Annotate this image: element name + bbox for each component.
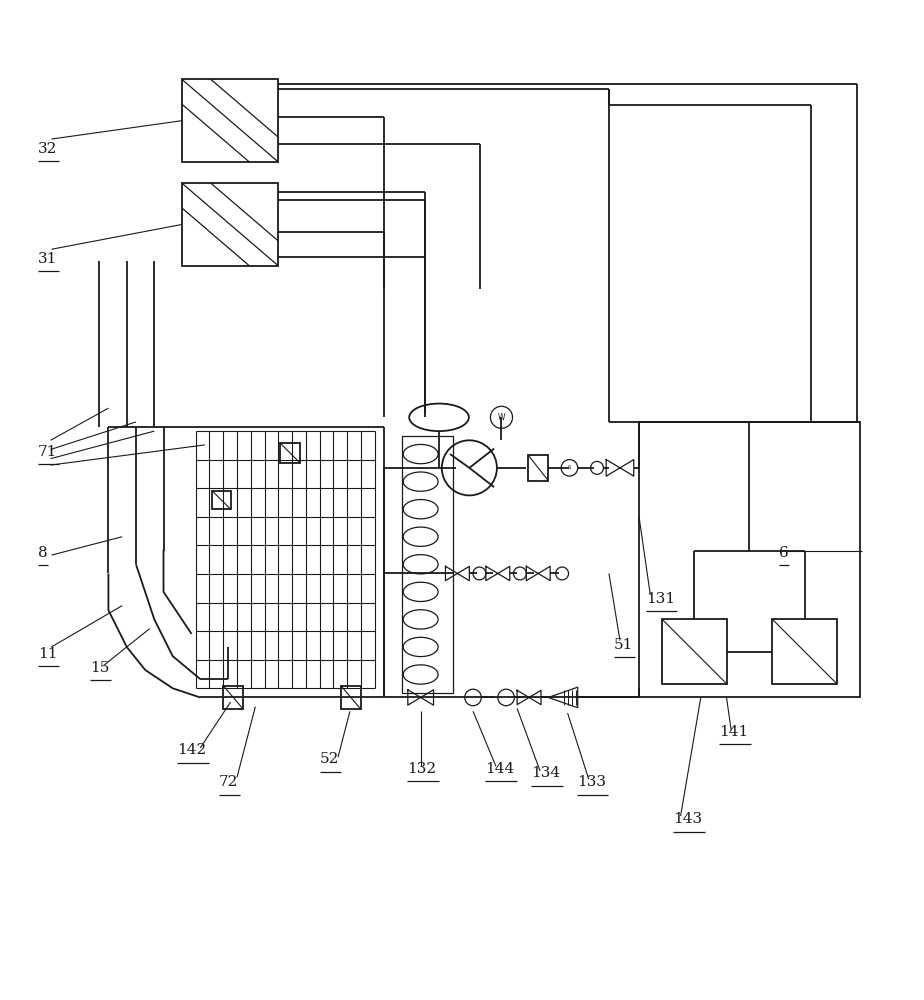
Polygon shape	[548, 687, 578, 708]
Bar	[224, 686, 243, 709]
Bar	[663, 619, 726, 684]
Bar	[182, 183, 278, 266]
Text: 52: 52	[320, 752, 339, 766]
Bar	[280, 443, 300, 463]
Text: 71: 71	[38, 445, 57, 459]
Bar	[639, 422, 859, 697]
Text: 72: 72	[219, 775, 238, 789]
Bar	[341, 686, 361, 709]
Text: 15: 15	[90, 661, 109, 675]
Text: 141: 141	[719, 725, 748, 739]
Text: 131: 131	[646, 592, 675, 606]
Text: 51: 51	[614, 638, 633, 652]
Text: 6: 6	[779, 546, 788, 560]
Text: 8: 8	[38, 546, 47, 560]
Bar	[182, 79, 278, 162]
Text: S: S	[567, 465, 571, 470]
Bar	[772, 619, 837, 684]
Bar	[213, 491, 231, 509]
Text: 142: 142	[177, 743, 207, 757]
Text: 143: 143	[674, 812, 702, 826]
Text: 31: 31	[38, 252, 57, 266]
Text: 133: 133	[577, 775, 606, 789]
Text: 32: 32	[38, 142, 57, 156]
Text: W: W	[498, 413, 505, 422]
Text: 132: 132	[407, 762, 436, 776]
Text: 11: 11	[38, 647, 57, 661]
Bar	[529, 455, 548, 481]
Text: 144: 144	[485, 762, 515, 776]
Bar	[402, 436, 453, 693]
Text: 134: 134	[531, 766, 560, 780]
